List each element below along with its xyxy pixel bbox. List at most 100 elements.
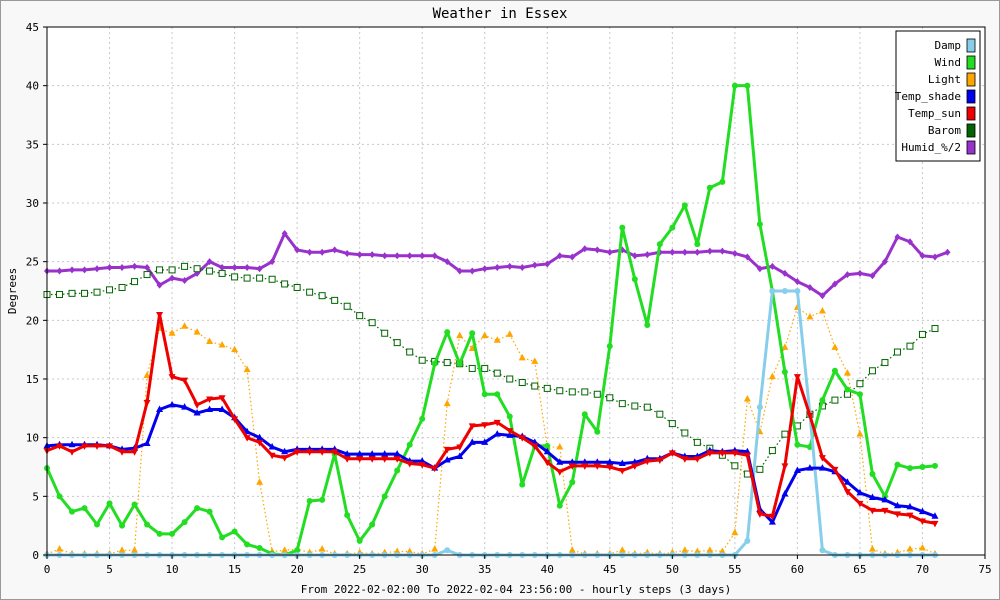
data-point-temp-sun: [793, 374, 801, 381]
data-point-wind: [831, 367, 838, 374]
data-point-humid-2: [631, 252, 638, 260]
data-point-humid-2: [506, 262, 513, 270]
data-point-wind: [394, 467, 401, 474]
x-axis-label: From 2022-02-02:00 To 2022-02-04 23:56:0…: [301, 583, 731, 596]
data-point-wind: [594, 428, 601, 435]
data-point-light: [431, 545, 439, 552]
data-point-temp-shade: [543, 447, 551, 455]
data-point-temp-sun: [881, 507, 889, 515]
data-point-humid-2: [119, 264, 126, 272]
data-point-barom: [606, 394, 614, 402]
data-point-temp-shade: [493, 430, 501, 437]
data-point-temp-sun: [768, 513, 776, 521]
data-point-barom: [306, 288, 314, 296]
data-point-light: [481, 331, 489, 339]
data-point-wind: [619, 224, 626, 231]
data-point-temp-shade: [881, 495, 889, 503]
data-point-damp: [756, 404, 763, 411]
data-point-temp-sun: [931, 520, 939, 528]
data-point-barom: [56, 291, 64, 299]
data-point-temp-sun: [693, 456, 701, 463]
data-point-temp-sun: [381, 456, 389, 463]
data-point-barom: [581, 388, 589, 396]
data-point-barom: [481, 364, 489, 372]
data-point-barom: [368, 319, 376, 327]
data-point-wind: [131, 501, 138, 508]
data-point-wind: [744, 82, 751, 89]
data-point-temp-sun: [481, 422, 489, 429]
data-point-humid-2: [931, 253, 938, 261]
data-point-humid-2: [256, 265, 263, 273]
data-point-barom: [318, 292, 326, 300]
data-point-barom: [556, 387, 564, 395]
data-point-temp-shade: [468, 438, 476, 445]
legend-swatch-humid-2: [966, 140, 976, 155]
data-point-temp-sun: [593, 463, 601, 470]
data-point-light: [243, 365, 251, 373]
data-point-temp-sun: [856, 500, 864, 508]
data-point-wind: [844, 386, 851, 393]
data-point-temp-sun: [318, 449, 326, 456]
x-tick-label: 35: [478, 563, 491, 576]
data-point-humid-2: [869, 272, 876, 280]
data-point-light: [831, 343, 839, 350]
data-point-barom: [243, 274, 251, 282]
data-point-humid-2: [469, 267, 476, 275]
data-point-humid-2: [669, 248, 676, 256]
data-point-humid-2: [406, 252, 413, 260]
data-point-humid-2: [331, 246, 338, 254]
data-point-barom: [406, 348, 414, 356]
data-point-wind: [506, 413, 513, 420]
data-point-temp-sun: [168, 374, 176, 381]
data-point-barom: [881, 359, 889, 367]
y-tick-label: 35: [26, 138, 39, 151]
data-point-barom: [143, 271, 151, 279]
data-point-temp-shade: [381, 450, 389, 457]
legend-label-temp-shade: Temp_shade: [895, 90, 961, 103]
data-point-barom: [781, 430, 789, 438]
x-tick-label: 55: [728, 563, 741, 576]
data-point-barom: [443, 359, 451, 367]
data-point-temp-shade: [781, 489, 789, 497]
plot-frame: [46, 26, 986, 556]
data-point-temp-sun: [181, 377, 189, 385]
data-point-humid-2: [494, 264, 501, 272]
data-point-temp-sun: [781, 463, 789, 470]
data-point-temp-shade: [618, 459, 626, 466]
data-point-wind: [481, 391, 488, 398]
data-point-wind: [344, 512, 351, 519]
data-point-wind: [69, 508, 76, 515]
data-point-temp-shade: [443, 455, 451, 463]
data-point-wind: [694, 241, 701, 248]
data-point-temp-sun: [56, 443, 64, 450]
data-point-barom: [156, 266, 164, 274]
data-point-humid-2: [344, 249, 351, 257]
data-point-barom: [906, 342, 914, 350]
data-point-humid-2: [181, 276, 188, 284]
data-point-temp-sun: [443, 446, 451, 454]
data-point-temp-shade: [368, 450, 376, 457]
data-point-temp-sun: [806, 412, 814, 420]
data-point-temp-shade: [793, 466, 801, 474]
data-point-temp-sun: [106, 443, 114, 450]
data-point-temp-sun: [406, 460, 414, 468]
data-point-damp: [794, 288, 801, 294]
data-point-light: [393, 547, 401, 554]
data-point-humid-2: [56, 267, 63, 275]
data-point-humid-2: [644, 251, 651, 259]
data-point-light: [168, 329, 176, 336]
data-point-barom: [618, 400, 626, 408]
data-point-temp-sun: [218, 395, 226, 402]
series-humid-2: [44, 230, 951, 300]
y-axis-label: Degrees: [6, 268, 19, 314]
data-point-temp-sun: [156, 311, 164, 319]
data-point-light: [506, 330, 514, 337]
data-point-barom: [206, 267, 214, 275]
data-point-temp-shade: [356, 450, 364, 457]
data-point-wind: [631, 276, 638, 283]
data-point-light: [781, 343, 789, 350]
data-point-humid-2: [69, 266, 76, 274]
data-point-light: [468, 344, 476, 351]
data-point-temp-sun: [618, 468, 626, 475]
